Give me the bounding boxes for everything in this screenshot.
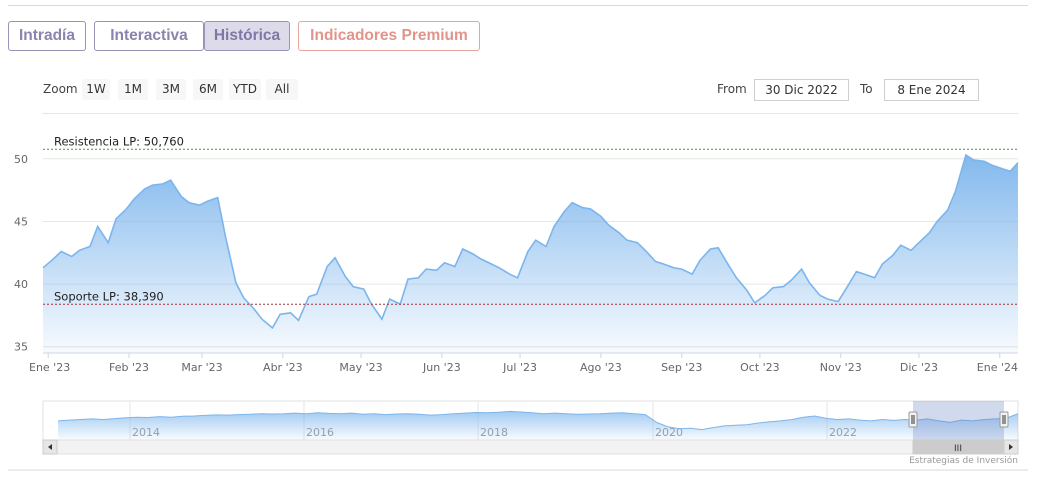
zoom-6m-button[interactable]: 6M (193, 79, 223, 100)
tab-interactiva[interactable]: Interactiva (94, 21, 204, 51)
scrollbar-grip: III (954, 444, 962, 454)
tab-intradia[interactable]: Intradía (8, 21, 86, 51)
top-divider (8, 5, 1028, 6)
navigator-handle-right[interactable] (999, 411, 1009, 428)
y-tick-label-50: 50 (14, 153, 28, 166)
toolbar-divider (42, 113, 1018, 114)
price-line (42, 153, 1019, 330)
x-tick-label-12: Ene '24 (977, 361, 1018, 374)
x-tick-label-11: Dic '23 (900, 361, 938, 374)
navigator-selection (913, 401, 1004, 440)
x-tick-label-0: Ene '23 (29, 361, 70, 374)
from-date-input[interactable]: 30 Dic 2022 (754, 79, 849, 101)
y-tick-label-40: 40 (14, 278, 28, 291)
x-tick-label-8: Sep '23 (661, 361, 702, 374)
scrollbar-thumb[interactable] (912, 439, 1005, 455)
zoom-1w-button[interactable]: 1W (82, 79, 110, 100)
zoom-ytd-button[interactable]: YTD (229, 79, 261, 100)
x-tick-label-10: Nov '23 (820, 361, 862, 374)
zoom-all-button[interactable]: All (266, 79, 298, 100)
x-tick-label-4: May '23 (339, 361, 382, 374)
navigator-handle-right-body (999, 411, 1009, 428)
y-tick-label-35: 35 (14, 341, 28, 354)
tab-historica[interactable]: Histórica (204, 21, 290, 51)
navigator-line (57, 410, 1019, 431)
navigator-handle-left[interactable] (908, 411, 918, 428)
zoom-label: Zoom (43, 82, 78, 96)
resistencia-label: Resistencia LP: 50,760 (54, 134, 184, 148)
zoom-1m-button[interactable]: 1M (118, 79, 148, 100)
scroll-right-arrow-icon (1009, 444, 1013, 450)
to-date-input[interactable]: 8 Ene 2024 (884, 79, 979, 101)
tab-indicadores-premium[interactable]: Indicadores Premium (298, 21, 480, 51)
price-area-fill (43, 155, 1018, 353)
scrollbar-track[interactable] (42, 439, 1019, 455)
x-tick-label-9: Oct '23 (740, 361, 780, 374)
x-tick-label-2: Mar '23 (181, 361, 222, 374)
navigator-handle-left-body (908, 411, 918, 428)
to-label: To (860, 82, 873, 96)
zoom-3m-button[interactable]: 3M (156, 79, 186, 100)
scroll-left-arrow-icon (48, 444, 52, 450)
x-tick-label-5: Jun '23 (422, 361, 461, 374)
x-tick-label-3: Abr '23 (263, 361, 303, 374)
y-tick-label-45: 45 (14, 215, 28, 228)
x-tick-label-6: Jul '23 (502, 361, 537, 374)
soporte-label: Soporte LP: 38,390 (54, 289, 164, 303)
navigator-area (58, 411, 1018, 440)
x-tick-label-1: Feb '23 (109, 361, 149, 374)
chart-credit[interactable]: Estrategias de Inversión (909, 456, 1018, 466)
x-tick-label-7: Ago '23 (580, 361, 622, 374)
from-label: From (717, 82, 747, 96)
